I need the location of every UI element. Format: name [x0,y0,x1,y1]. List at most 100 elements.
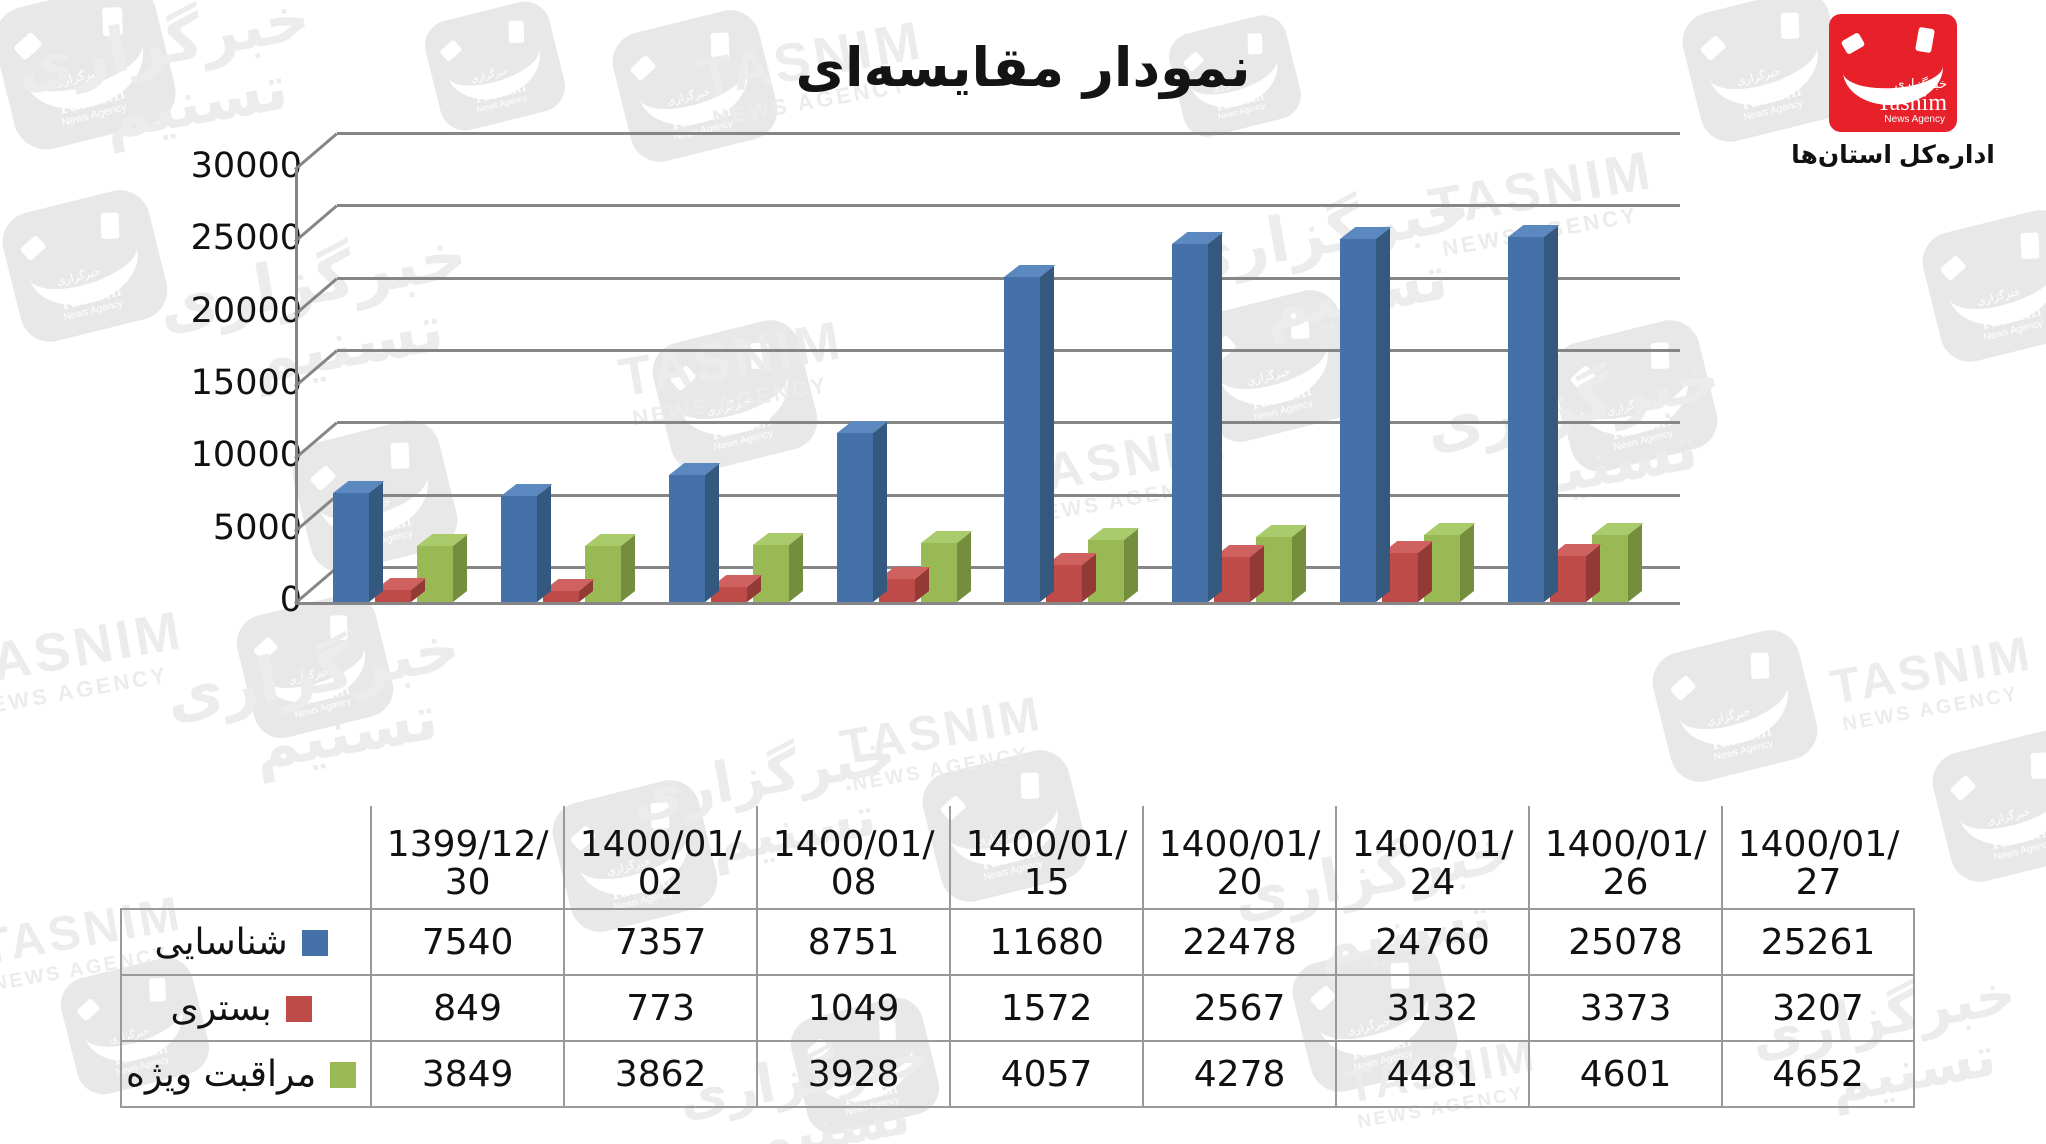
bar-side-face [1628,523,1643,602]
table-header-row: 1399/12/30 1400/01/02 1400/01/08 1400/01/15… [121,806,1914,909]
bar-front-face [416,546,453,602]
bar-front-face [500,495,537,602]
bar-shenasayi [1004,264,1056,602]
bar-front-face [1340,239,1377,602]
bar-front-face [878,579,915,602]
bar-moraghebat-vizhe [416,534,469,602]
bar-front-face [1004,276,1041,602]
y-axis-line [295,168,298,602]
table-cell-value: 1572 [949,974,1145,1042]
bar-side-face [1124,529,1139,602]
table-cell-value: 3862 [563,1040,759,1108]
legend-row-label: بستری [119,974,373,1042]
table-cell-value: 24760 [1335,908,1531,976]
bar-front-face [836,433,873,602]
table-cell-value: 8751 [756,908,952,976]
bar-shenasayi [836,421,888,602]
data-table: 1399/12/30 1400/01/02 1400/01/08 1400/01/15… [119,806,1915,1108]
table-cell-value: 25078 [1528,908,1724,976]
table-cell-value: 3373 [1528,974,1724,1042]
brand-caption: اداره‌کل استان‌ها [1791,141,1995,169]
table-cell-value: 2567 [1142,974,1338,1042]
bar-shenasayi [500,483,553,602]
bar-side-face [1040,265,1055,602]
bar-bastari [878,567,930,602]
bar-side-face [368,481,383,602]
bar-moraghebat-vizhe [584,534,637,602]
table-cell-value: 3849 [370,1040,566,1108]
table-cell-value: 773 [563,974,759,1042]
y-axis-tick-label: 30000 [190,146,302,186]
table-cell-value: 25261 [1721,908,1915,976]
bar-front-face [584,546,621,602]
bar-side-face [1460,524,1475,602]
column-header-date: 1400/01/02 [563,806,758,909]
legend-color-swatch [330,1061,357,1088]
table-cell-value: 3132 [1335,974,1531,1042]
gridline [337,204,1680,208]
column-header-date: 1400/01/27 [1721,806,1914,909]
bar-front-face [710,586,747,602]
table-cell-value: 1049 [756,974,952,1042]
bar-side-face [1376,228,1391,602]
bar-side-face [872,422,887,602]
table-cell-value: 4652 [1721,1040,1915,1108]
column-header-date: 1400/01/20 [1142,806,1337,909]
table-corner-cell [121,806,371,909]
legend-row-label: شناسایی [119,908,373,976]
y-axis-tick-label: 5000 [212,507,302,548]
x-axis-line [295,602,1680,605]
column-header-date: 1400/01/15 [949,806,1144,909]
table-row: شناسایی 7540 7357 8751 11680 22478 24760 25078 2… [119,908,1915,976]
tasnim-logo-icon: خبرگزاری Tasnim News Agency [1829,14,1957,132]
brand-logo-block: خبرگزاری Tasnim News Agency اداره‌کل است… [1768,14,2018,170]
y-axis-tick-label: 0 [279,580,302,620]
table-cell-value: 4601 [1528,1040,1724,1108]
column-header-date: 1400/01/26 [1528,806,1723,909]
bar-shenasayi [1172,231,1224,602]
bar-front-face [1508,236,1545,602]
bar-side-face [704,464,719,602]
table-cell-value: 22478 [1142,908,1338,976]
bar-front-face [1172,243,1209,602]
table-cell-value: 849 [370,974,566,1042]
y-axis-tick-label: 25000 [190,218,302,259]
table-cell-value: 3928 [756,1040,952,1108]
bar-side-face [1544,225,1559,602]
bar-shenasayi [668,463,721,602]
bar-side-face [1292,526,1307,602]
column-header-date: 1400/01/08 [756,806,951,909]
legend-color-swatch [285,995,312,1022]
logo-en-subtext: News Agency [1884,114,1945,125]
bar-bastari [542,578,595,602]
bar-bastari [710,574,763,602]
bar-side-face [788,534,803,602]
bar-side-face [452,535,467,602]
column-header-date: 1400/01/24 [1335,806,1530,909]
bar-side-face [1208,232,1223,602]
chart-plot-area: 30000 25000 20000 15000 10000 5000 0 [140,132,1700,620]
table-cell-value: 11680 [949,908,1145,976]
bar-shenasayi [332,480,385,602]
table-cell-value: 3207 [1721,974,1915,1042]
page-title: نمودار مقایسه‌ای [795,36,1251,99]
table-row: مراقبت ویژه 3849 3862 3928 4057 4278 4481 4601 4… [119,1040,1915,1108]
bar-shenasayi [1508,224,1560,602]
legend-row-label: مراقبت ویژه [119,1040,373,1108]
table-cell-value: 7540 [370,908,566,976]
y-axis-tick-label: 15000 [190,363,302,403]
bar-side-face [620,535,635,602]
table-cell-value: 4278 [1142,1040,1338,1108]
table-cell-value: 4481 [1335,1040,1531,1108]
column-header-date: 1399/12/30 [370,806,565,909]
bar-side-face [536,484,551,602]
table-cell-value: 7357 [563,908,759,976]
legend-color-swatch [301,929,328,956]
logo-fa-text: خبرگزاری [1894,76,1947,91]
y-axis-tick-label: 10000 [190,435,302,476]
y-axis-tick-label: 20000 [190,290,302,331]
bar-side-face [956,532,971,602]
logo-en-text: Tasnim [1876,90,1947,116]
table-row: بستری 849 773 1049 1572 2567 3132 3373 3207 [119,974,1915,1042]
gridline [337,132,1680,135]
